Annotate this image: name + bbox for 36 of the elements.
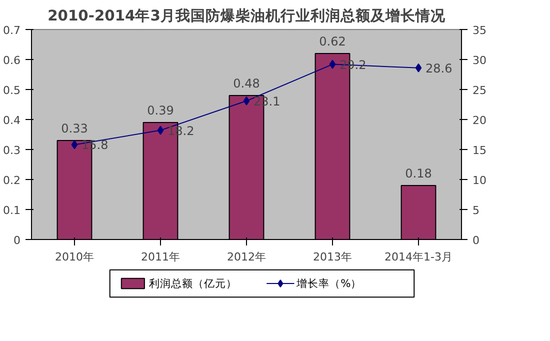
x-tick-label: 2011年 <box>141 250 180 264</box>
y-tick-label: 0.3 <box>3 144 21 157</box>
chart-title: 2010-2014年3月我国防爆柴油机行业利润总额及增长情况 <box>48 6 446 24</box>
x-tick-label: 2010年 <box>55 250 94 264</box>
data-label: 0.48 <box>233 76 260 90</box>
point <box>243 96 250 106</box>
y-tick-label: 0.6 <box>3 54 21 67</box>
y-tick-label: 0.7 <box>3 24 21 37</box>
y-tick-label: 0.2 <box>3 174 21 187</box>
data-label: 28.6 <box>426 61 452 76</box>
legend-label: 利润总额（亿元） <box>149 277 238 290</box>
data-label: 0.33 <box>61 122 88 136</box>
point <box>71 140 78 150</box>
y-tick-label: 0.1 <box>3 204 21 217</box>
point <box>329 60 336 69</box>
y-tick-label: 0.5 <box>3 84 21 97</box>
point <box>157 126 164 135</box>
y2-tick-label: 25 <box>472 84 486 97</box>
y2-tick-label: 10 <box>472 174 486 187</box>
y2-tick-label: 5 <box>472 204 480 217</box>
x-tick-label: 2014年1-3月 <box>384 250 452 264</box>
data-label: 0.18 <box>405 166 432 180</box>
data-label: 29.2 <box>340 58 366 72</box>
y-tick-label: 0.4 <box>3 114 21 127</box>
data-label: 0.62 <box>319 34 346 48</box>
y2-tick-label: 15 <box>472 144 486 157</box>
x-tick-label: 2012年 <box>227 250 266 264</box>
y-tick-label: 0 <box>14 234 20 247</box>
y2-tick-label: 0 <box>472 234 480 247</box>
y2-tick-label: 20 <box>472 114 486 127</box>
x-tick-label: 2013年 <box>313 250 352 264</box>
point <box>415 63 422 72</box>
data-label: 0.39 <box>147 104 174 118</box>
y2-tick-label: 35 <box>472 24 486 37</box>
legend-label: 增长率（%） <box>296 277 362 290</box>
y2-tick-label: 30 <box>472 54 486 67</box>
